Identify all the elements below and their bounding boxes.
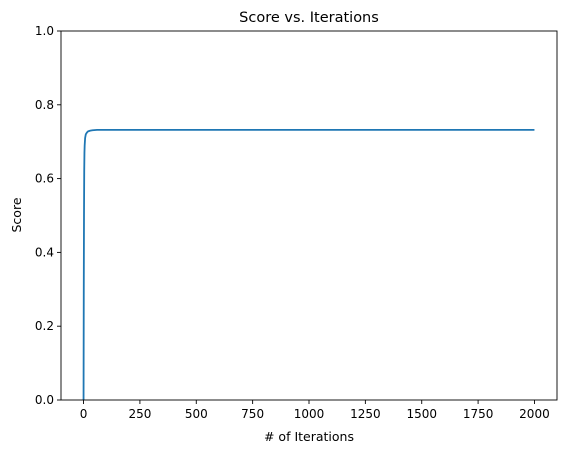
y-tick-label: 0.4 <box>35 245 54 259</box>
x-tick-label: 250 <box>128 407 151 421</box>
y-axis-label: Score <box>9 197 24 232</box>
x-axis-label: # of Iterations <box>264 429 354 444</box>
axes-frame <box>60 30 558 401</box>
chart-title: Score vs. Iterations <box>239 10 379 26</box>
plot-area: 0 250 500 750 1000 1250 1500 1750 2000 0.0 0.2 0.4 0… <box>35 24 558 421</box>
x-tick-label: 0 <box>80 407 88 421</box>
x-tick-label: 1750 <box>463 407 494 421</box>
x-tick-label: 750 <box>241 407 264 421</box>
series-line <box>82 128 535 401</box>
y-tick-label: 0.8 <box>35 98 54 112</box>
y-tick-label: 1.0 <box>35 24 54 38</box>
y-tick-label: 0.0 <box>35 393 54 407</box>
x-tick-label: 1500 <box>406 407 437 421</box>
x-tick-label: 500 <box>185 407 208 421</box>
x-tick-label: 1000 <box>294 407 325 421</box>
x-tick-label: 2000 <box>519 407 550 421</box>
y-tick-label: 0.2 <box>35 319 54 333</box>
y-tick-label: 0.6 <box>35 172 54 186</box>
x-tick-label: 1250 <box>350 407 381 421</box>
